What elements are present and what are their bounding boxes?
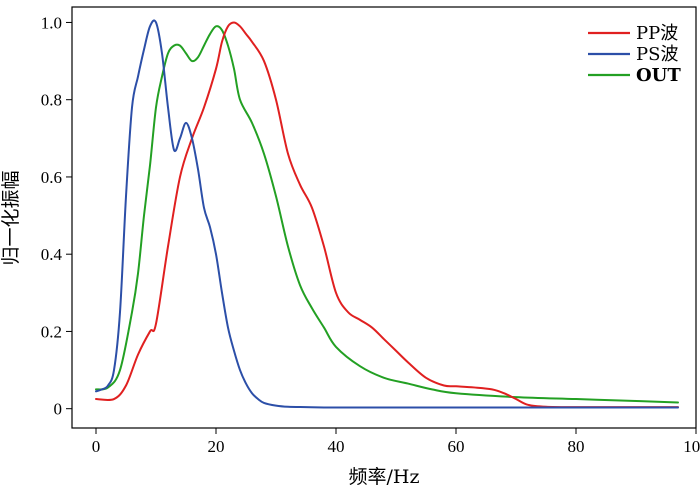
series-line-OUT: [95, 25, 679, 404]
legend-label: PS波: [636, 44, 678, 65]
legend-label: PP波: [636, 23, 678, 44]
y-tick-label: 1.0: [41, 13, 62, 32]
x-tick-label: 0: [92, 437, 101, 456]
x-tick-label: 20: [208, 437, 225, 456]
x-tick-label: 80: [568, 437, 585, 456]
y-axis-title: 归一化振幅: [0, 170, 22, 265]
y-tick-label: 0.6: [41, 168, 62, 187]
y-tick-label: 0: [54, 400, 63, 419]
axis-ticks: 0 20 40 60 80 100 0 0.2 0.4 0.6 0.8 1.0: [41, 13, 700, 456]
y-tick-label: 0.2: [41, 322, 62, 341]
x-tick-label: 60: [448, 437, 465, 456]
y-tick-label: 0.4: [41, 245, 63, 264]
series-lines: [95, 19, 679, 409]
series-line-PS波: [95, 19, 679, 409]
legend-label: OUT: [636, 65, 681, 86]
x-tick-label: 40: [328, 437, 345, 456]
x-tick-label: 100: [683, 437, 700, 456]
x-axis-title: 频率/Hz: [349, 466, 420, 488]
plot-frame: [71, 6, 697, 429]
series-line-PP波: [95, 21, 679, 409]
y-tick-label: 0.8: [41, 91, 62, 110]
